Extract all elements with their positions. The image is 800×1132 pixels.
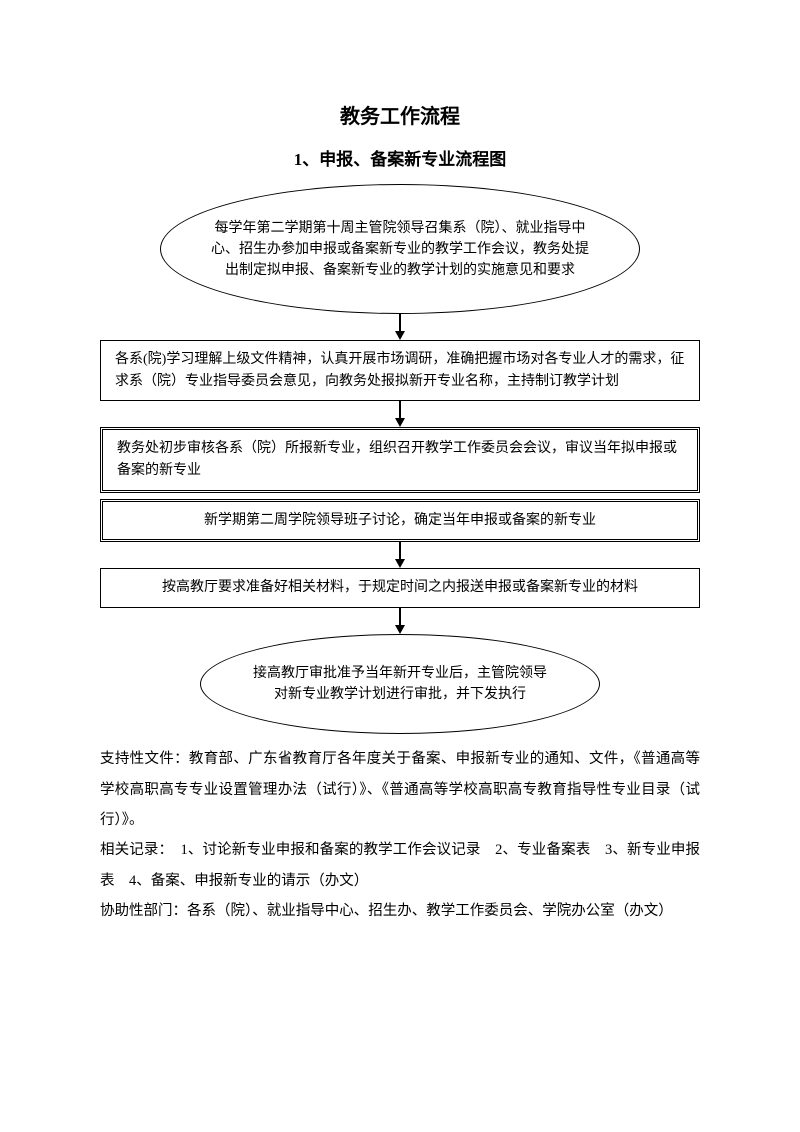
page-subtitle: 1、申报、备案新专业流程图 (100, 145, 700, 170)
flow-node-end: 接高教厅审批准予当年新开专业后，主管院领导对新专业教学计划进行审批，并下发执行 (200, 634, 600, 734)
flow-node-text: 接高教厅审批准予当年新开专业后，主管院领导对新专业教学计划进行审批，并下发执行 (251, 663, 549, 705)
assisting-departments-paragraph: 协助性部门：各系（院）、就业指导中心、招生办、教学工作委员会、学院办公室（办文） (100, 896, 700, 926)
flow-node-rect: 按高教厅要求准备好相关材料，于规定时间之内报送申报或备案新专业的材料 (100, 568, 700, 608)
flowchart-container: 每学年第二学期第十周主管院领导召集系（院）、就业指导中心、招生办参加申报或备案新… (100, 184, 700, 734)
flow-node-text: 新学期第二周学院领导班子讨论，确定当年申报或备案的新专业 (204, 513, 596, 528)
flow-arrow (100, 542, 700, 568)
flow-node-text: 教务处初步审核各系（院）所报新专业，组织召开教学工作委员会会议，审议当年拟申报或… (117, 441, 677, 478)
supporting-documents-paragraph: 支持性文件：教育部、广东省教育厅各年度关于备案、申报新专业的通知、文件，《普通高… (100, 744, 700, 835)
flow-arrow (100, 401, 700, 427)
flow-node-text: 各系(院)学习理解上级文件精神，认真开展市场调研，准确把握市场对各专业人才的需求… (115, 352, 684, 389)
flow-arrow (100, 608, 700, 634)
flow-node-rect: 各系(院)学习理解上级文件精神，认真开展市场调研，准确把握市场对各专业人才的需求… (100, 340, 700, 401)
flow-arrow (100, 314, 700, 340)
related-records-paragraph: 相关记录： 1、讨论新专业申报和备案的教学工作会议记录 2、专业备案表 3、新专… (100, 835, 700, 896)
flow-node-text: 每学年第二学期第十周主管院领导召集系（院）、就业指导中心、招生办参加申报或备案新… (211, 218, 589, 281)
flow-node-rect-double: 新学期第二周学院领导班子讨论，确定当年申报或备案的新专业 (100, 499, 700, 543)
flow-node-text: 按高教厅要求准备好相关材料，于规定时间之内报送申报或备案新专业的材料 (162, 580, 638, 595)
flow-node-rect-double: 教务处初步审核各系（院）所报新专业，组织召开教学工作委员会会议，审议当年拟申报或… (100, 427, 700, 492)
page-title: 教务工作流程 (100, 100, 700, 129)
flow-node-start: 每学年第二学期第十周主管院领导召集系（院）、就业指导中心、招生办参加申报或备案新… (160, 184, 640, 314)
